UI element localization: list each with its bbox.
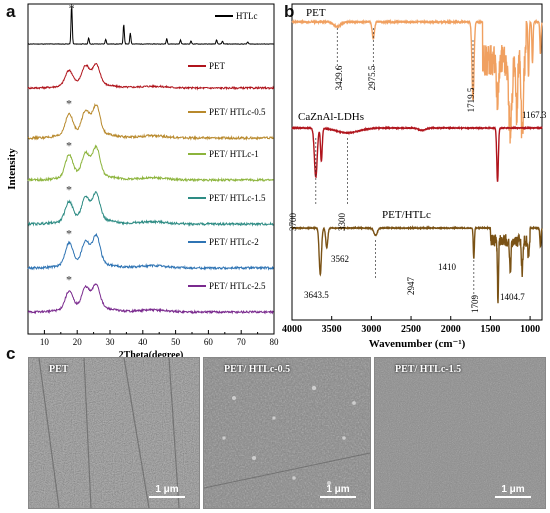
band-annotation: 3562 [331,254,349,264]
band-annotation: 2975.5 [367,65,377,90]
peak-annotation: * [69,1,75,15]
band-annotation: 3643.5 [304,290,329,300]
series-label: CaZnAl-LDHs [298,111,364,123]
panel-label-a: a [6,2,16,21]
panel-label-b: b [284,2,295,21]
x-tick-label: 2000 [441,324,461,335]
series-line-0 [291,18,543,144]
peak-annotation: * [66,182,72,196]
sem-title: PET/ HTLc-0.5 [224,364,291,375]
band-annotation: 3300 [337,213,347,232]
scale-bar: 1 μm [495,484,531,498]
sem-image-pet: PET 1 μm [28,357,200,509]
legend-label: PET/ HTLc-2.5 [209,281,266,291]
plot-frame [291,3,543,321]
x-tick-label: 30 [106,337,116,347]
x-tick-label: 20 [73,337,83,347]
scale-bar: 1 μm [149,484,185,498]
peak-annotation: * [66,272,72,286]
x-axis-label: 2Theta(degree) [119,350,184,361]
panel-label-c: c [6,344,16,363]
x-tick-label: 2500 [401,324,421,335]
series-line-0 [27,5,274,45]
x-tick-label: 40 [138,337,148,347]
x-tick-label: 3500 [322,324,342,335]
legend-label: HTLc [236,11,258,21]
sem-image-pet-htlc-1-5: PET/ HTLc-1.5 1 μm [374,357,546,509]
band-annotation: 1410 [438,262,457,272]
sem-texture [29,358,199,508]
x-tick-label: 1500 [480,324,500,335]
series-line-1 [291,125,543,182]
band-annotation: 3700 [288,213,298,232]
sem-title: PET [49,364,69,375]
series-line-1 [27,62,274,91]
peak-annotation: * [66,96,72,110]
peak-annotation: * [66,226,72,240]
x-tick-label: 60 [204,337,214,347]
plot-frame [27,3,275,335]
x-tick-label: 80 [270,337,280,347]
legend-label: PET [209,61,226,71]
band-annotation: 1709 [470,295,480,314]
band-annotation: 1167.3 [522,110,547,120]
series-line-4 [27,190,274,227]
x-tick-label: 50 [171,337,181,347]
scale-bar: 1 μm [320,484,356,498]
x-tick-label: 3000 [361,324,381,335]
series-line-3 [27,144,274,183]
series-label: PET [306,7,326,19]
band-annotation: 1404.7 [500,292,525,302]
x-axis-label: Wavenumber (cm⁻¹) [369,338,466,350]
series-label: PET/HTLc [382,209,431,221]
legend-label: PET/ HTLc-1 [209,149,259,159]
sem-image-pet-htlc-0-5: PET/ HTLc-0.5 1 μm [203,357,371,509]
series-line-6 [28,283,274,315]
sem-texture [375,358,545,508]
series-line-2 [291,225,543,304]
x-tick-label: 1000 [520,324,540,335]
x-tick-label: 10 [40,337,50,347]
band-annotation: 3429.6 [334,65,344,90]
legend-label: PET/ HTLc-2 [209,237,259,247]
y-axis-label: Intensity [6,148,18,190]
legend-label: PET/ HTLc-0.5 [209,107,266,117]
sem-texture [204,358,370,508]
series-line-5 [27,232,274,271]
x-tick-label: 4000 [282,324,302,335]
band-annotation: 1719.5 [466,87,476,112]
peak-annotation: * [66,138,72,152]
sem-title: PET/ HTLc-1.5 [395,364,462,375]
x-tick-label: 70 [237,337,247,347]
series-line-2 [27,103,274,141]
legend-label: PET/ HTLc-1.5 [209,193,266,203]
band-annotation: 2947 [406,277,416,296]
